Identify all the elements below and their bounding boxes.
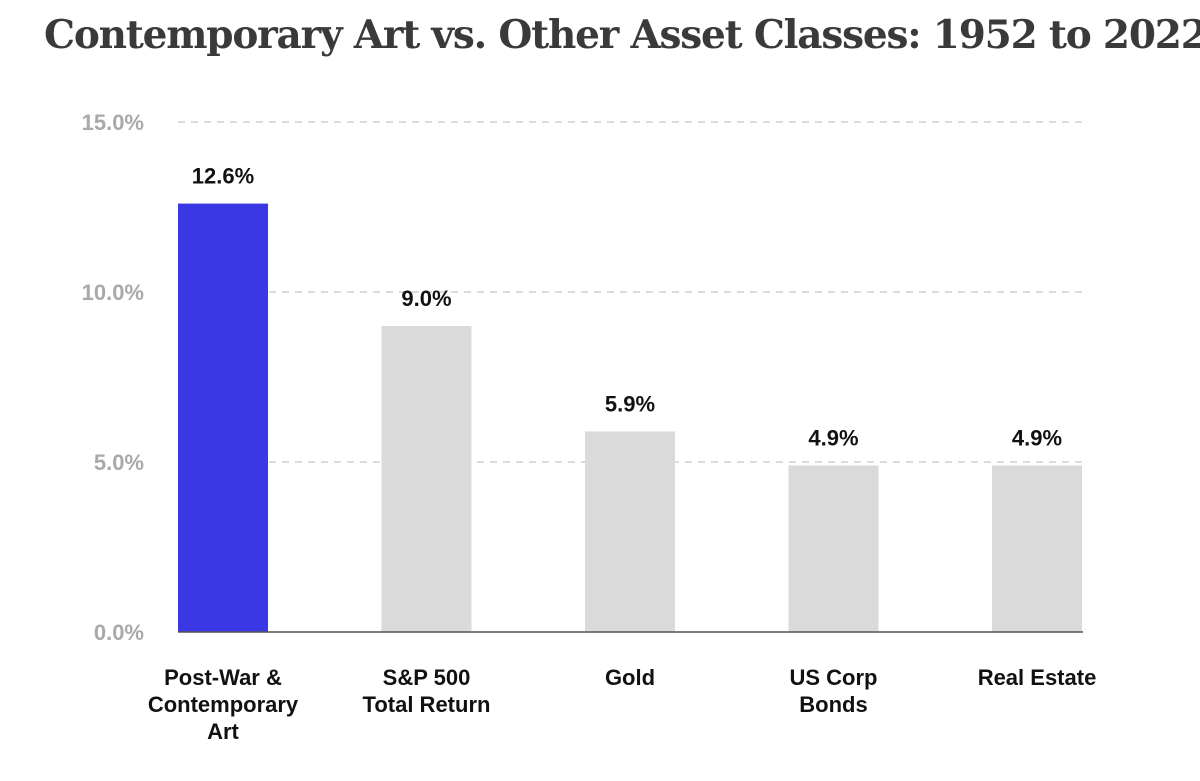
y-tick-label: 10.0%: [82, 280, 144, 305]
category-label: Bonds: [799, 692, 867, 717]
category-label: Art: [207, 719, 239, 744]
data-label: 4.9%: [808, 425, 858, 450]
bar: [788, 465, 879, 632]
bar: [381, 326, 472, 632]
chart-title: Contemporary Art vs. Other Asset Classes…: [44, 12, 1200, 58]
data-label: 5.9%: [605, 391, 655, 416]
category-label: Post-War &: [164, 665, 282, 690]
bars: [178, 203, 1082, 632]
data-label: 12.6%: [192, 164, 254, 189]
data-labels: 12.6% 9.0% 5.9% 4.9% 4.9%: [192, 164, 1062, 451]
category-label: US Corp: [790, 665, 878, 690]
y-tick-label: 15.0%: [82, 110, 144, 135]
data-label: 9.0%: [401, 286, 451, 311]
category-label: Total Return: [363, 692, 491, 717]
category-label: S&P 500: [383, 665, 471, 690]
category-label: Contemporary: [148, 692, 299, 717]
y-axis-ticks: 0.0% 5.0% 10.0% 15.0%: [82, 110, 144, 645]
gridlines: [178, 121, 1083, 463]
bar: [992, 465, 1082, 632]
bar: [178, 203, 268, 632]
bar: [585, 431, 675, 632]
y-tick-label: 5.0%: [94, 450, 144, 475]
category-label: Real Estate: [978, 665, 1097, 690]
data-label: 4.9%: [1012, 425, 1062, 450]
category-label: Gold: [605, 665, 655, 690]
y-tick-label: 0.0%: [94, 620, 144, 645]
